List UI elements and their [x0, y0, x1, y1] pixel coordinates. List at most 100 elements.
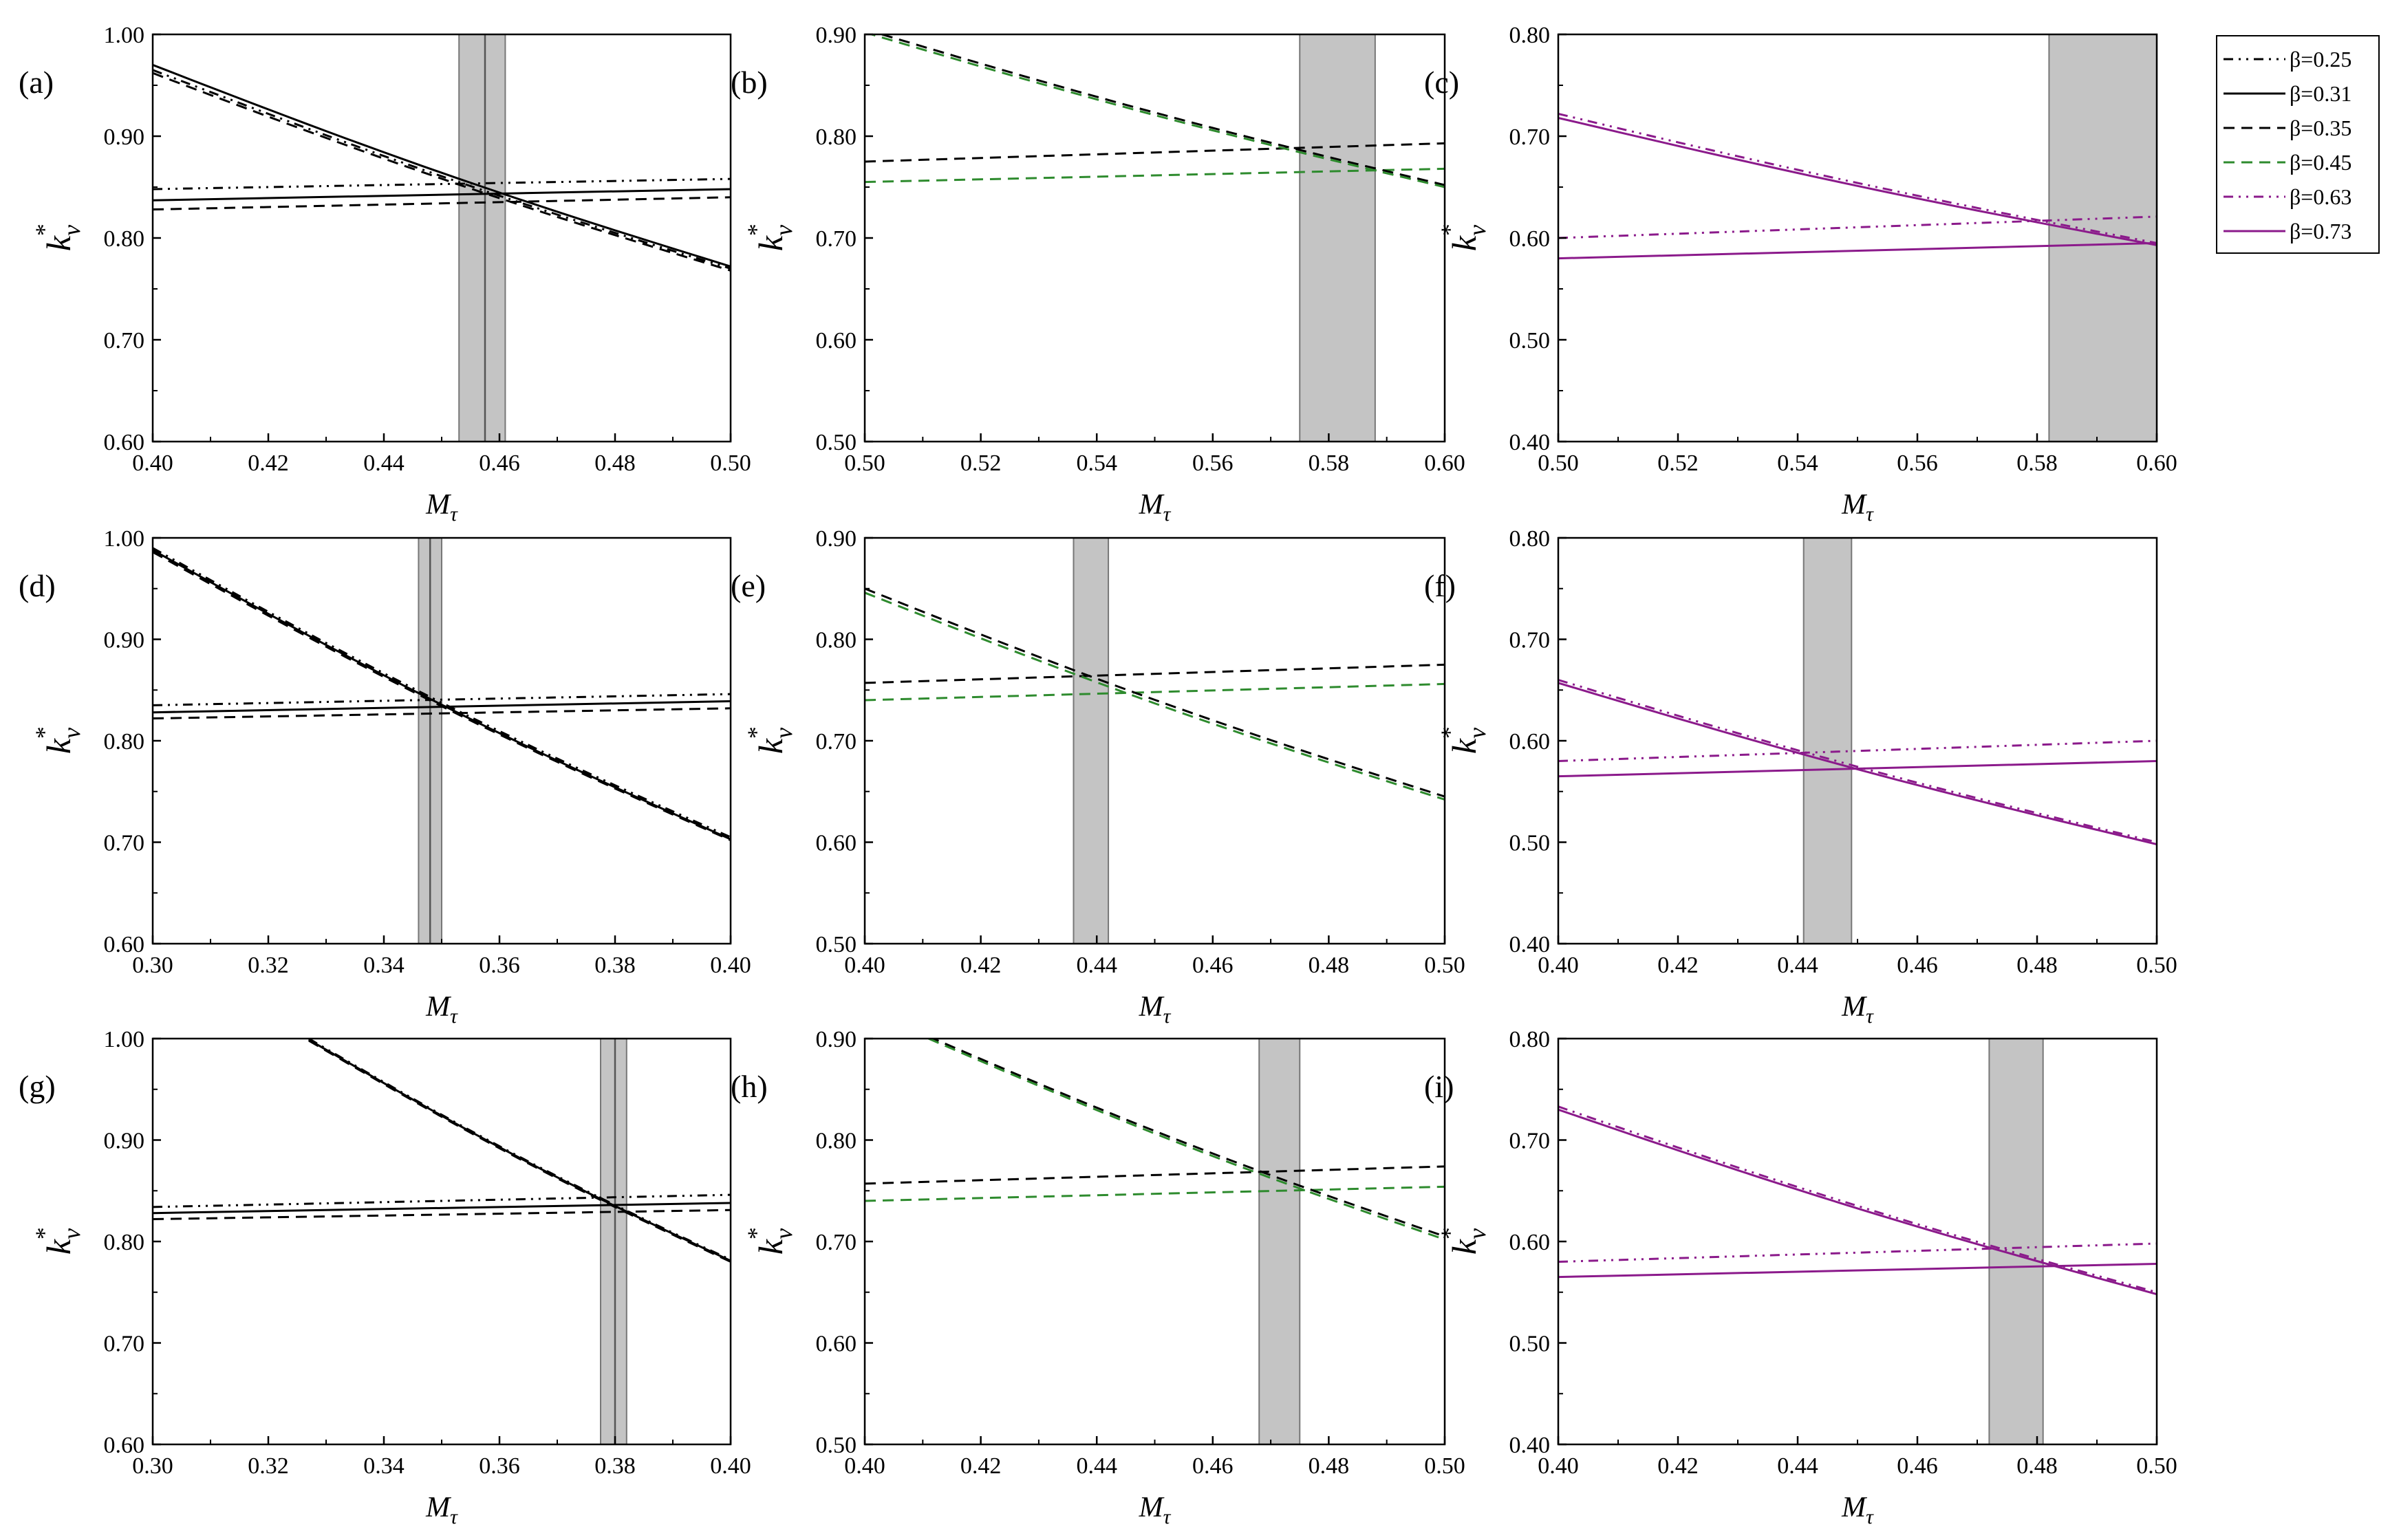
legend-label: β=0.31: [2290, 81, 2351, 106]
x-tick-label: 0.50: [1538, 451, 1579, 476]
y-label-main: k: [1445, 235, 1483, 251]
y-tick-label: 0.60: [1509, 226, 1551, 252]
x-axis-label: Mτ: [1841, 991, 1874, 1028]
y-tick-label: 0.80: [1509, 526, 1551, 552]
y-tick-label: 0.80: [816, 628, 857, 653]
x-tick-label: 0.40: [710, 1453, 751, 1479]
x-tick-label: 0.44: [363, 451, 405, 476]
y-label-main: k: [39, 738, 78, 754]
y-tick-label: 0.50: [816, 932, 857, 957]
x-tick-label: 0.46: [479, 451, 520, 476]
legend-label: β=0.73: [2290, 219, 2351, 243]
panel-e: 0.50 0.60 0.70 0.80 0.90 0.40 0.42 0.44 0.46 0.48…: [731, 526, 1465, 1028]
series-line: [308, 1039, 731, 1263]
plot-area: [865, 587, 1445, 801]
y-tick-label: 0.80: [104, 226, 145, 252]
y-label-main: k: [751, 235, 790, 251]
series-line: [308, 1039, 731, 1262]
x-label-main: M: [1139, 1492, 1165, 1523]
x-label-main: M: [1841, 991, 1867, 1023]
y-tick-label: 0.80: [1509, 23, 1551, 48]
y-tick-label: 0.60: [816, 328, 857, 354]
y-tick-label: 0.80: [816, 1129, 857, 1154]
x-tick-label: 0.56: [1897, 451, 1938, 476]
panel-b: 0.50 0.60 0.70 0.80 0.90 0.50 0.52 0.54 0.56 0.58…: [731, 23, 1465, 525]
plot-area: [1558, 112, 2157, 260]
series-line: [865, 167, 1445, 184]
y-label-main: k: [751, 738, 790, 754]
x-tick-label: 0.56: [1192, 451, 1234, 476]
x-tick-label: 0.32: [248, 1453, 289, 1479]
legend-label: β=0.45: [2290, 150, 2351, 175]
x-label-sub: τ: [450, 1506, 458, 1528]
x-axis-label: Mτ: [1139, 991, 1172, 1028]
x-tick-label: 0.50: [2136, 953, 2177, 978]
series-line: [153, 1208, 731, 1221]
panel-label: (b): [731, 65, 768, 100]
y-tick-label: 0.80: [1509, 1027, 1551, 1052]
x-tick-label: 0.48: [594, 451, 636, 476]
plot-area: [865, 34, 1445, 188]
x-tick-label: 0.42: [960, 1453, 1002, 1479]
y-label-sub: v: [58, 728, 85, 739]
y-label-main: k: [39, 235, 78, 251]
panel-label: (d): [19, 568, 56, 603]
y-tick-label: 0.70: [1509, 628, 1551, 653]
panel-label: (e): [731, 568, 766, 603]
y-axis-label: kv*: [742, 728, 797, 754]
y-tick-label: 0.90: [104, 1129, 145, 1154]
critical-band: [1073, 537, 1110, 944]
x-axis-label: Mτ: [1139, 1492, 1172, 1528]
y-tick-label: 0.90: [816, 23, 857, 48]
y-label-sub: v: [770, 225, 797, 236]
critical-band: [600, 1038, 627, 1445]
series-line: [1558, 241, 2157, 260]
axes-frame: [863, 1037, 1446, 1446]
x-tick-label: 0.44: [1777, 1453, 1818, 1479]
panel-h: 0.50 0.60 0.70 0.80 0.90 0.40 0.42 0.44 0.46 0.48…: [731, 1027, 1465, 1528]
y-tick-label: 0.80: [816, 124, 857, 150]
series-line: [153, 707, 731, 720]
x-tick-label: 0.46: [1192, 953, 1234, 978]
x-tick-label: 0.30: [132, 953, 173, 978]
x-tick-label: 0.32: [248, 953, 289, 978]
y-label-sup: *: [1436, 225, 1463, 237]
y-tick-label: 0.80: [104, 1230, 145, 1255]
series-line: [153, 1193, 731, 1208]
x-tick-label: 0.58: [2016, 451, 2058, 476]
y-tick-label: 0.60: [1509, 729, 1551, 755]
panel-a: 0.60 0.70 0.80 0.90 1.00 0.40 0.42 0.44 0.46 0.48…: [19, 23, 751, 525]
x-tick-label: 0.48: [1309, 953, 1350, 978]
x-tick-label: 0.40: [844, 1453, 885, 1479]
series-line: [153, 177, 731, 191]
y-tick-label: 0.60: [104, 932, 145, 957]
legend-label: β=0.63: [2290, 184, 2351, 209]
y-label-main: k: [751, 1239, 790, 1255]
x-tick-label: 0.52: [960, 451, 1002, 476]
series-line: [1558, 1242, 2157, 1263]
series-line: [1558, 682, 2157, 845]
y-label-sup: *: [742, 1228, 770, 1241]
x-tick-label: 0.42: [248, 451, 289, 476]
x-label-main: M: [425, 1492, 451, 1523]
y-axis-label: kv*: [1436, 225, 1491, 251]
x-axis-label: Mτ: [1841, 1492, 1874, 1528]
x-axis-label: Mτ: [425, 1492, 458, 1528]
y-tick-label: 0.60: [104, 1433, 145, 1458]
plot-area: [865, 1039, 1445, 1241]
x-label-sub: τ: [1866, 503, 1874, 525]
x-tick-label: 0.46: [1192, 1453, 1234, 1479]
legend-label: β=0.25: [2290, 47, 2351, 72]
x-label-main: M: [1139, 991, 1165, 1023]
series-line: [153, 1202, 731, 1215]
y-label-sub: v: [770, 1228, 797, 1239]
x-tick-label: 0.46: [1897, 953, 1938, 978]
y-tick-label: 0.50: [1509, 831, 1551, 856]
panel-label: (g): [19, 1069, 56, 1104]
y-label-sup: *: [1436, 1228, 1463, 1241]
y-tick-label: 0.90: [816, 526, 857, 552]
y-axis-label: kv*: [1436, 1228, 1491, 1255]
x-tick-label: 0.48: [2016, 1453, 2058, 1479]
plot-area: [153, 64, 731, 272]
y-tick-label: 0.90: [104, 124, 145, 150]
